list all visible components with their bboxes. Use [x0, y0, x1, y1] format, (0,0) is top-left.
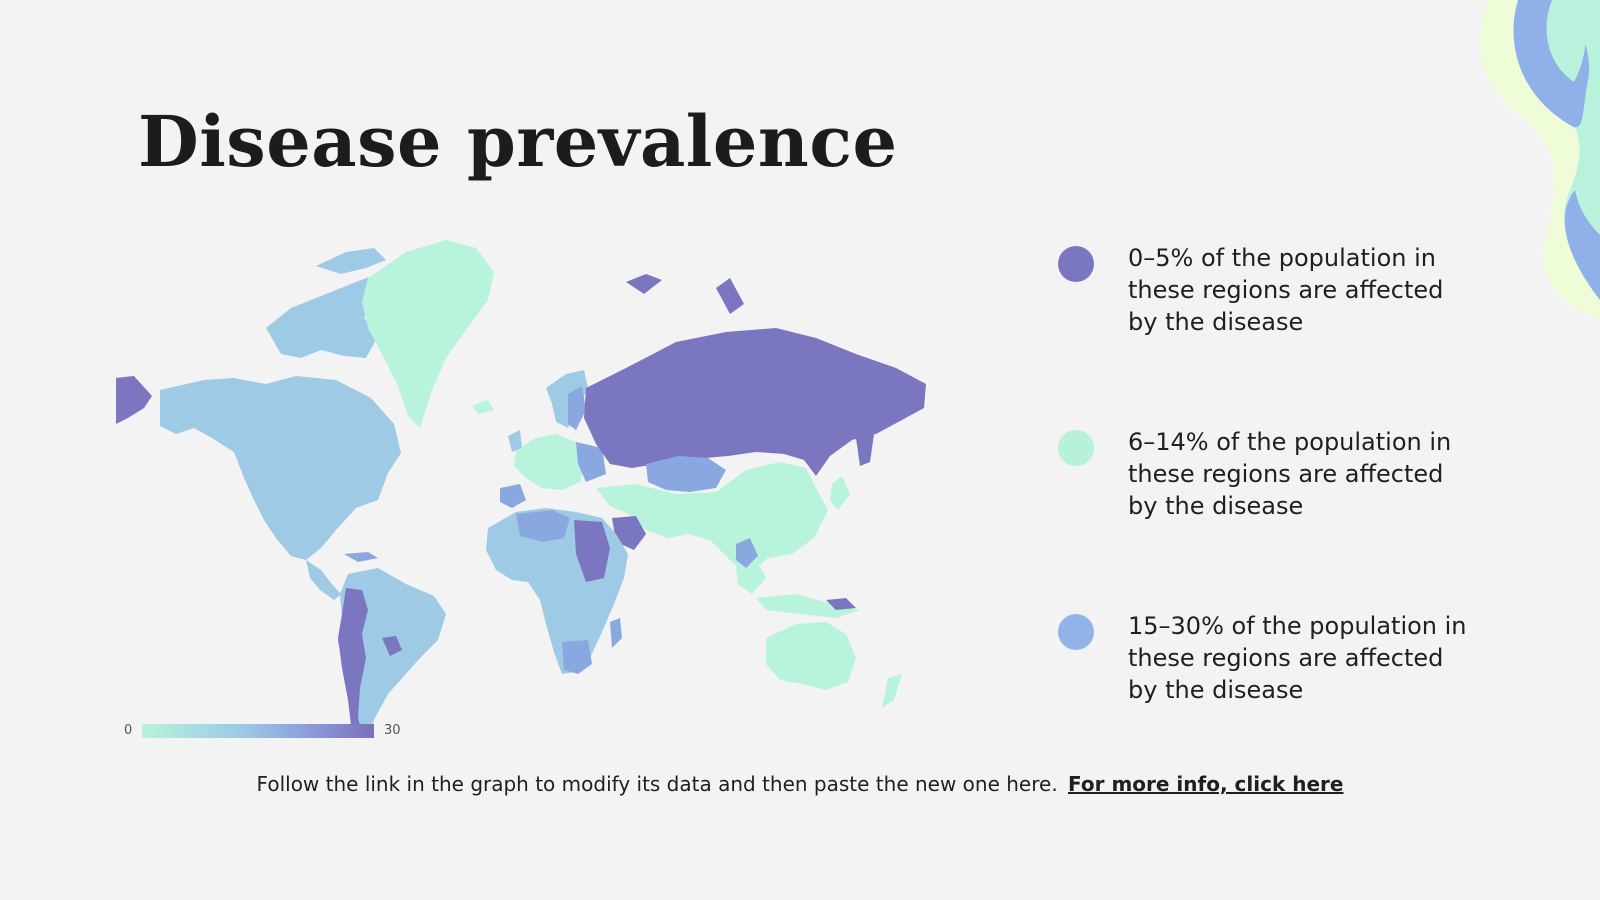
footer-note: Follow the link in the graph to modify i… — [0, 772, 1600, 796]
region-central-america[interactable] — [306, 560, 341, 600]
scale-max-label: 30 — [384, 723, 401, 738]
region-asia[interactable] — [596, 462, 828, 576]
region-egypt-sudan[interactable] — [574, 520, 610, 582]
legend-label-mid: 6–14% of the population in these regions… — [1128, 428, 1452, 520]
region-arctic-islands[interactable] — [266, 274, 386, 358]
region-indonesia[interactable] — [756, 594, 860, 618]
region-russia[interactable] — [584, 328, 926, 476]
region-scandinavia-east[interactable] — [568, 386, 586, 430]
scale-min-label: 0 — [124, 723, 133, 738]
region-madagascar[interactable] — [610, 618, 622, 648]
region-russia-far-east[interactable] — [856, 434, 874, 466]
region-scandinavia[interactable] — [546, 370, 588, 428]
world-prevalence-map[interactable] — [116, 238, 946, 748]
region-japan[interactable] — [830, 476, 850, 510]
region-north-africa[interactable] — [516, 510, 570, 542]
legend-item-low: 0–5% of the population in these regions … — [1058, 242, 1458, 352]
region-iceland[interactable] — [472, 400, 494, 414]
region-southeast-asia[interactable] — [736, 560, 766, 594]
legend-item-high: 15–30% of the population in these region… — [1058, 610, 1467, 720]
region-australia[interactable] — [766, 622, 856, 690]
region-uk[interactable] — [508, 430, 522, 452]
scale-gradient-bar — [142, 724, 374, 738]
region-greenland[interactable] — [362, 240, 494, 428]
region-alaska-canada-usa[interactable] — [160, 376, 401, 560]
region-indochina[interactable] — [736, 538, 758, 568]
region-bolivia[interactable] — [382, 636, 402, 656]
footer-text: Follow the link in the graph to modify i… — [256, 772, 1058, 796]
legend-label-low: 0–5% of the population in these regions … — [1128, 244, 1444, 336]
page-title: Disease prevalence — [138, 100, 898, 183]
region-western-europe[interactable] — [514, 434, 586, 490]
region-kazakhstan[interactable] — [646, 456, 726, 492]
map-color-scale: 0 30 — [120, 716, 420, 744]
legend-label-high: 15–30% of the population in these region… — [1128, 612, 1467, 704]
region-eastern-europe[interactable] — [576, 442, 606, 482]
region-new-zealand[interactable] — [882, 674, 902, 708]
legend-dot-low — [1058, 246, 1094, 282]
legend-item-mid: 6–14% of the population in these regions… — [1058, 426, 1458, 536]
region-andes-west[interactable] — [338, 588, 368, 738]
region-caribbean[interactable] — [344, 552, 378, 562]
legend-dot-mid — [1058, 430, 1094, 466]
decorative-wave-shape — [1480, 0, 1600, 320]
region-iberia[interactable] — [500, 484, 526, 508]
region-novaya-zemlya[interactable] — [716, 278, 744, 314]
region-arctic-islands-2[interactable] — [316, 248, 386, 274]
region-papua[interactable] — [826, 598, 856, 610]
legend-dot-high — [1058, 614, 1094, 650]
region-arctic-russia[interactable] — [626, 274, 662, 294]
more-info-link[interactable]: For more info, click here — [1068, 772, 1344, 796]
region-alaska-west[interactable] — [116, 376, 152, 424]
region-southern-africa[interactable] — [562, 640, 592, 674]
